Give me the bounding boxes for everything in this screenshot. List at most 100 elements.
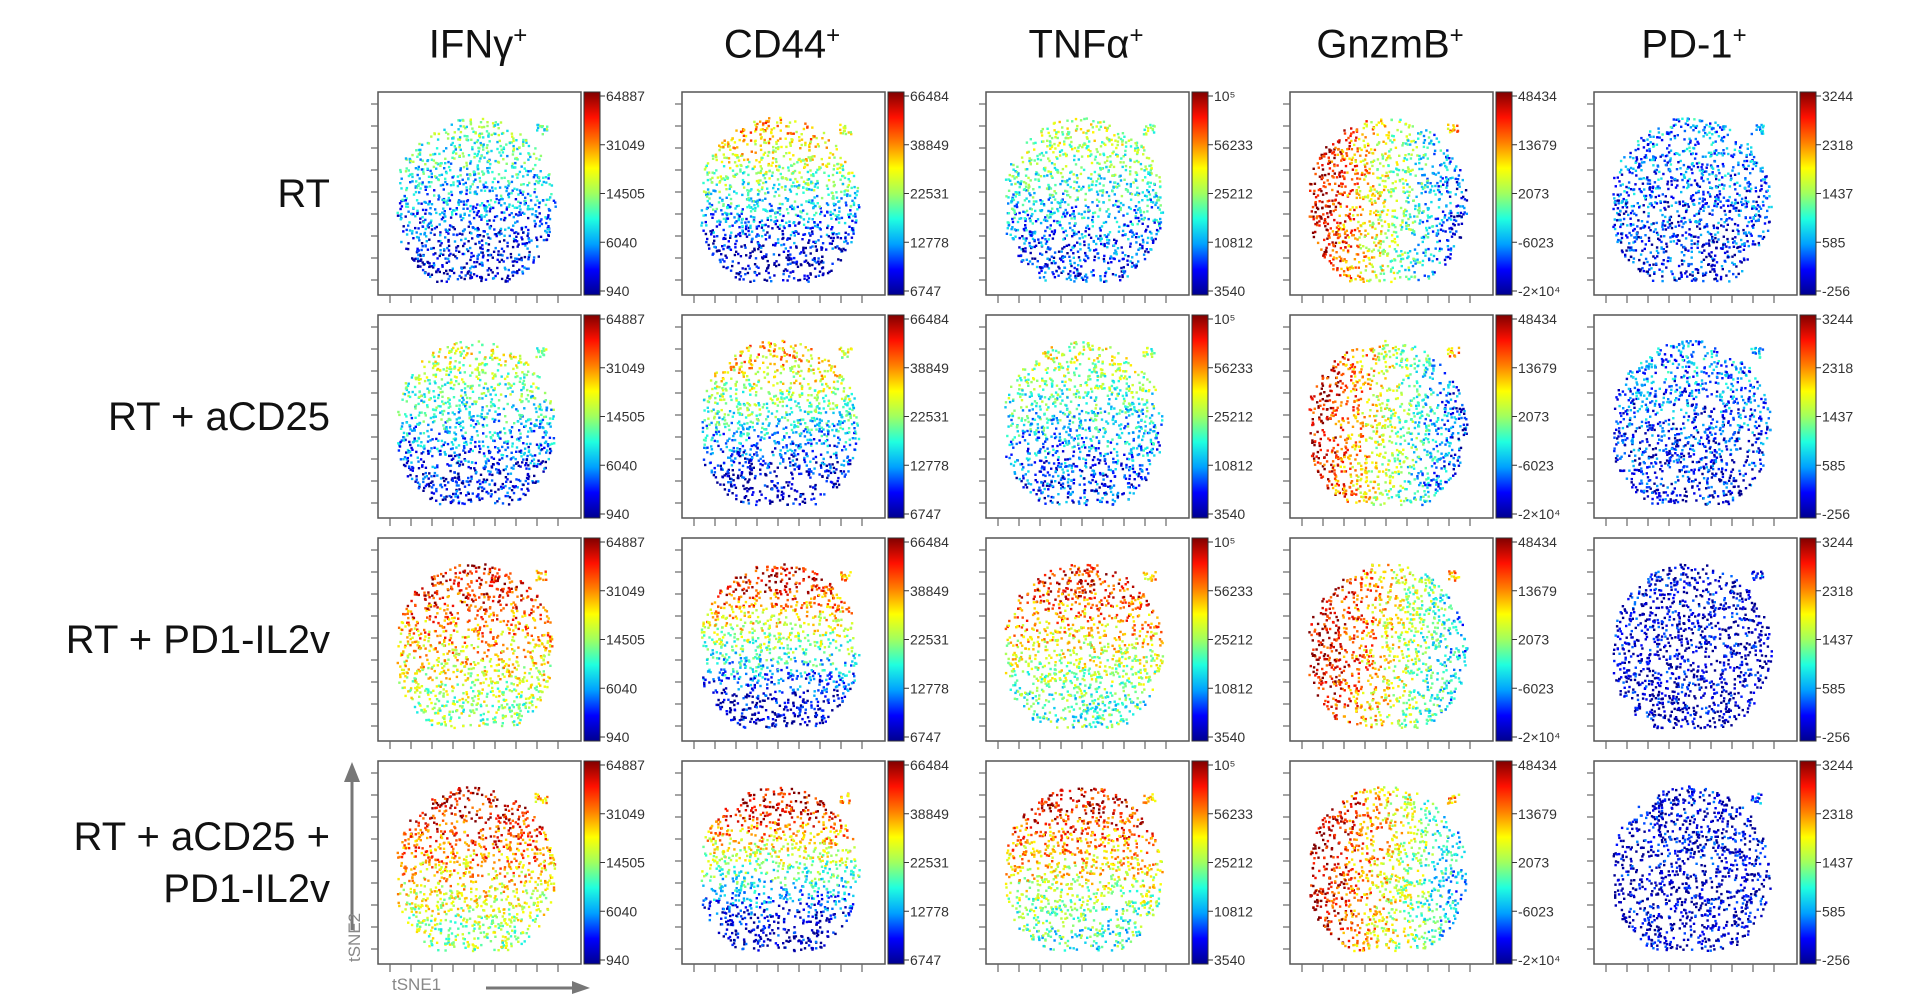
scatter-point [426, 261, 428, 263]
scatter-point [446, 247, 448, 249]
scatter-point [755, 159, 757, 161]
scatter-point [507, 184, 509, 186]
scatter-point [761, 227, 763, 229]
scatter-point [762, 174, 764, 176]
scatter-point [468, 214, 470, 216]
scatter-point [779, 203, 781, 205]
scatter-point [505, 143, 507, 145]
scatter-point [407, 248, 409, 250]
scatter-point [755, 235, 757, 237]
scatter-point [787, 254, 789, 256]
scatter-point [785, 138, 787, 140]
scatter-point [455, 246, 457, 248]
scatter-point [467, 240, 469, 242]
scatter-point [743, 129, 745, 131]
scatter-point [439, 249, 441, 251]
scatter-point [771, 210, 773, 212]
scatter-point [798, 171, 800, 173]
scatter-point [496, 141, 498, 143]
scatter-point [796, 261, 798, 263]
scatter-point [837, 236, 839, 238]
scatter-point [491, 186, 493, 188]
scatter-point [817, 260, 819, 262]
scatter-point [486, 152, 488, 154]
scatter-point [406, 167, 408, 169]
scatter-point [534, 164, 536, 166]
scatter-point [489, 226, 491, 228]
scatter-point [754, 143, 756, 145]
scatter-point [429, 265, 431, 267]
scatter-point [490, 199, 492, 201]
scatter-point [469, 205, 471, 207]
scatter-point [535, 210, 537, 212]
scatter-point [741, 210, 743, 212]
scatter-point [704, 168, 706, 170]
scatter-point [857, 187, 859, 189]
scatter-point [486, 144, 488, 146]
scatter-point [839, 157, 841, 159]
scatter-point [841, 250, 843, 252]
scatter-point [821, 256, 823, 258]
scatter-point [446, 202, 448, 204]
scatter-point [512, 246, 514, 248]
scatter-point [447, 278, 449, 280]
scatter-point [519, 133, 521, 135]
scatter-point [533, 220, 535, 222]
scatter-point [438, 153, 440, 155]
scatter-point [798, 222, 800, 224]
scatter-point [834, 209, 836, 211]
scatter-point [417, 185, 419, 187]
scatter-point [815, 146, 817, 148]
scatter-point [434, 175, 436, 177]
tsne-panel: 664843884922531127786747 [675, 88, 949, 303]
scatter-point [476, 193, 478, 195]
scatter-point [527, 193, 529, 195]
scatter-point [473, 211, 475, 213]
scatter-point [465, 138, 467, 140]
scatter-point [487, 200, 489, 202]
scatter-point [739, 232, 741, 234]
scatter-point [435, 212, 437, 214]
scatter-point [836, 148, 838, 150]
scatter-point [470, 272, 472, 274]
scatter-point [400, 171, 402, 173]
scatter-point [511, 175, 513, 177]
scatter-point [406, 203, 408, 205]
scatter-point [823, 172, 825, 174]
scatter-point [469, 173, 471, 175]
scatter-point [812, 173, 814, 175]
scatter-point [449, 224, 451, 226]
scatter-point [712, 209, 714, 211]
scatter-point [856, 208, 858, 210]
scatter-point [428, 239, 430, 241]
scatter-point [546, 231, 548, 233]
scatter-point [400, 218, 402, 220]
scatter-point [416, 248, 418, 250]
scatter-point [449, 208, 451, 210]
scatter-point [431, 173, 433, 175]
scatter-point [542, 133, 544, 135]
scatter-point [518, 146, 520, 148]
scatter-point [740, 131, 742, 133]
scatter-point [831, 226, 833, 228]
scatter-point [854, 215, 856, 217]
scatter-point [469, 259, 471, 261]
scatter-point [549, 183, 551, 185]
scatter-point [445, 172, 447, 174]
scatter-point [749, 225, 751, 227]
scatter-point [832, 247, 834, 249]
scatter-point [817, 186, 819, 188]
scatter-point [760, 149, 762, 151]
scatter-point [405, 170, 407, 172]
scatter-point [778, 166, 780, 168]
scatter-point [804, 142, 806, 144]
scatter-point [511, 133, 513, 135]
scatter-point [722, 248, 724, 250]
scatter-point [450, 163, 452, 165]
scatter-point [537, 182, 539, 184]
scatter-point [797, 215, 799, 217]
scatter-point [424, 213, 426, 215]
scatter-point [470, 119, 472, 121]
scatter-point [800, 176, 802, 178]
scatter-point [488, 243, 490, 245]
